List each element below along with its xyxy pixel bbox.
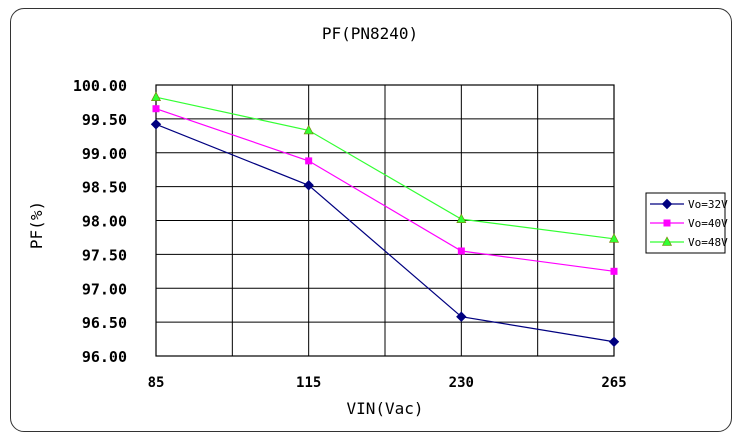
series-3: [151, 91, 619, 243]
data-point: [303, 124, 314, 135]
x-axis-label: VIN(Vac): [346, 399, 423, 418]
series-line: [155, 96, 615, 240]
data-point: [303, 180, 314, 191]
x-tick-label: 85: [148, 375, 165, 391]
data-point: [152, 105, 160, 113]
y-tick-label: 98.50: [82, 179, 127, 197]
plot-border: [155, 84, 615, 357]
y-tick-label: 96.50: [82, 314, 127, 332]
data-point: [305, 157, 313, 165]
series-1: [150, 119, 620, 347]
data-point: [456, 213, 467, 223]
y-axis-label: PF(%): [27, 201, 46, 249]
data-point: [151, 91, 161, 101]
legend-marker: [661, 198, 673, 210]
y-tick-label: 100.00: [73, 77, 127, 95]
chart-title: PF(PN8240): [322, 24, 418, 43]
series-2: [152, 105, 618, 275]
data-point: [457, 247, 465, 255]
data-point: [456, 311, 467, 322]
legend-marker: [662, 236, 672, 246]
legend: Vo=32V Vo=40V Vo=48V: [645, 192, 728, 254]
data-point: [150, 119, 162, 130]
plot-grid: [155, 84, 615, 357]
legend-item: Vo=48V: [650, 236, 728, 249]
x-tick-labels: 85 115 230 265: [148, 375, 627, 391]
data-point: [608, 336, 620, 347]
y-tick-label: 98.00: [82, 213, 127, 231]
series-group: [150, 91, 620, 347]
y-tick-label: 99.50: [82, 111, 127, 129]
legend-marker: [663, 219, 671, 227]
x-tick-label: 265: [601, 375, 626, 391]
legend-item: Vo=40V: [650, 217, 728, 230]
series-line: [155, 108, 615, 272]
y-tick-label: 96.00: [82, 348, 127, 366]
y-tick-labels: 96.00 96.50 97.00 97.50 98.00 98.50 99.00 99.50…: [73, 77, 127, 366]
data-point: [610, 267, 618, 275]
x-tick-label: 115: [296, 375, 321, 391]
y-tick-label: 97.50: [82, 246, 127, 264]
x-tick-label: 230: [449, 375, 474, 391]
y-tick-label: 99.00: [82, 145, 127, 163]
data-point: [609, 233, 619, 243]
legend-label: Vo=32V: [688, 198, 728, 211]
legend-item: Vo=32V: [650, 198, 728, 211]
legend-label: Vo=48V: [688, 236, 728, 249]
y-tick-label: 97.00: [82, 280, 127, 298]
series-line: [155, 123, 615, 343]
legend-label: Vo=40V: [688, 217, 728, 230]
